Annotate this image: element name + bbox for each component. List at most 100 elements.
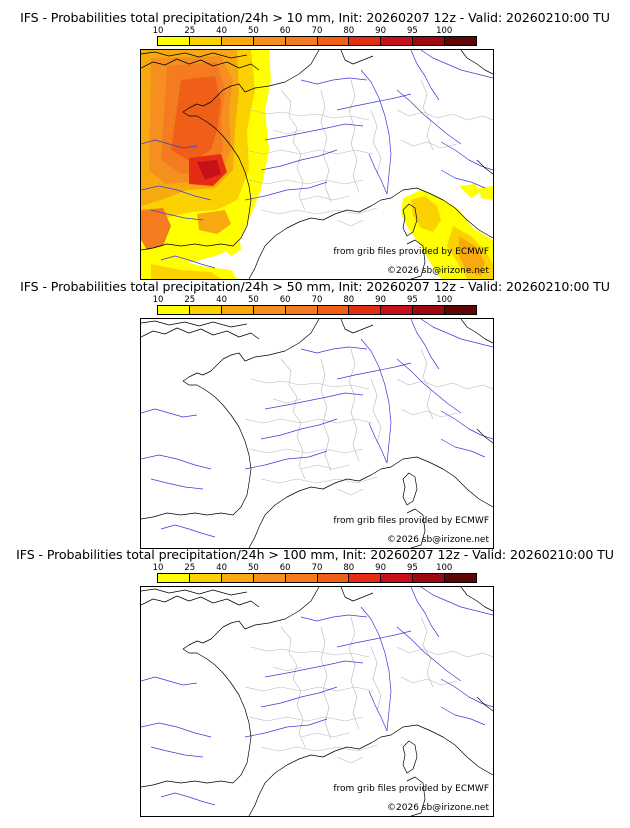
- coastline: [406, 776, 426, 816]
- colorbar-segment: [317, 306, 350, 314]
- map-background: [141, 319, 493, 548]
- region-border: [250, 109, 370, 121]
- region-border: [396, 646, 493, 658]
- region-border: [260, 476, 378, 484]
- river: [160, 255, 216, 269]
- colorbar-tick-label: 100: [436, 563, 453, 573]
- river: [141, 454, 212, 470]
- coastline: [141, 327, 260, 340]
- coastline: [141, 51, 248, 59]
- river: [300, 346, 368, 354]
- probability-area: [197, 210, 231, 234]
- river: [300, 77, 368, 85]
- colorbar-tick-label: 70: [311, 295, 323, 305]
- river: [420, 319, 493, 348]
- river: [360, 69, 392, 195]
- coastline: [460, 319, 493, 344]
- map-background: [141, 587, 493, 816]
- colorbar-segment: [349, 574, 382, 582]
- colorbar-ticks: 10 25 40 50 60 70 80 90 95 100: [153, 563, 477, 574]
- river: [141, 676, 198, 686]
- probability-area: [171, 76, 221, 162]
- colorbar-segment: [253, 574, 286, 582]
- region-border: [244, 418, 374, 424]
- coastline: [460, 587, 493, 612]
- colorbar-segment: [445, 306, 477, 314]
- river: [420, 50, 493, 79]
- colorbar-segment: [381, 574, 414, 582]
- colorbar-tick-label: 25: [184, 26, 196, 36]
- probability-area: [411, 196, 441, 232]
- coastline: [248, 794, 260, 816]
- region-border: [272, 398, 302, 404]
- coastline: [402, 203, 418, 237]
- coastline: [182, 587, 320, 784]
- credit-source: from grib files provided by ECMWF: [333, 247, 489, 257]
- colorbar-tick-label: 90: [375, 295, 387, 305]
- colorbar-segment: [285, 306, 318, 314]
- colorbar-tick-label: 70: [311, 563, 323, 573]
- river: [264, 660, 364, 678]
- coastline: [340, 587, 374, 602]
- region-border: [320, 89, 332, 203]
- river: [440, 706, 486, 726]
- colorbar-segment: [285, 574, 318, 582]
- region-border: [272, 666, 302, 672]
- river: [260, 418, 338, 440]
- map-svg: [141, 587, 493, 816]
- region-border: [336, 488, 364, 496]
- river: [244, 450, 328, 470]
- river: [260, 149, 338, 171]
- region-border: [396, 378, 493, 390]
- coastline: [476, 159, 493, 175]
- river: [264, 392, 364, 410]
- colorbar: [157, 305, 477, 315]
- river: [440, 410, 493, 440]
- colorbar-tick-label: 70: [311, 26, 323, 36]
- region-border: [370, 378, 382, 444]
- coastline: [402, 740, 418, 774]
- region-border: [244, 149, 374, 155]
- map-area: from grib files provided by ECMWF ©2026 …: [140, 318, 494, 549]
- coastline: [141, 588, 248, 596]
- colorbar-segment: [317, 37, 350, 45]
- river: [244, 718, 328, 738]
- colorbar-tick-label: 60: [279, 295, 291, 305]
- colorbar-segment: [317, 574, 350, 582]
- region-border: [272, 129, 302, 135]
- region-border: [400, 676, 458, 686]
- probability-area: [197, 160, 221, 180]
- coastline: [141, 512, 234, 520]
- region-border: [244, 686, 374, 692]
- colorbar-tick-label: 80: [343, 295, 355, 305]
- credit-copyright: ©2026 sb@irizone.net: [387, 266, 489, 276]
- region-border: [420, 79, 434, 151]
- colorbar-tick-label: 100: [436, 295, 453, 305]
- colorbar-segment: [189, 306, 222, 314]
- colorbar-tick-label: 50: [247, 26, 259, 36]
- region-border: [250, 646, 370, 658]
- colorbar-segment: [221, 37, 254, 45]
- colorbar-segment: [413, 37, 446, 45]
- river: [150, 209, 204, 221]
- map-svg: [141, 50, 493, 279]
- credit-copyright: ©2026 sb@irizone.net: [387, 535, 489, 545]
- coastline: [141, 595, 260, 608]
- coastline: [258, 734, 392, 796]
- colorbar-tick-label: 10: [152, 295, 164, 305]
- colorbar-segment: [445, 37, 477, 45]
- river: [150, 746, 204, 758]
- credit-source: from grib files provided by ECMWF: [333, 784, 489, 794]
- region-border: [260, 207, 378, 215]
- colorbar-segment: [253, 306, 286, 314]
- river: [336, 630, 412, 648]
- colorbar-segment: [413, 574, 446, 582]
- river: [410, 50, 440, 101]
- coastline: [390, 724, 493, 776]
- colorbar-tick-label: 95: [406, 26, 418, 36]
- colorbar-segment: [253, 37, 286, 45]
- colorbar-segment: [381, 306, 414, 314]
- river: [160, 524, 216, 538]
- panel-title: IFS - Probabilities total precipitation/…: [20, 279, 610, 294]
- coastline: [248, 526, 260, 548]
